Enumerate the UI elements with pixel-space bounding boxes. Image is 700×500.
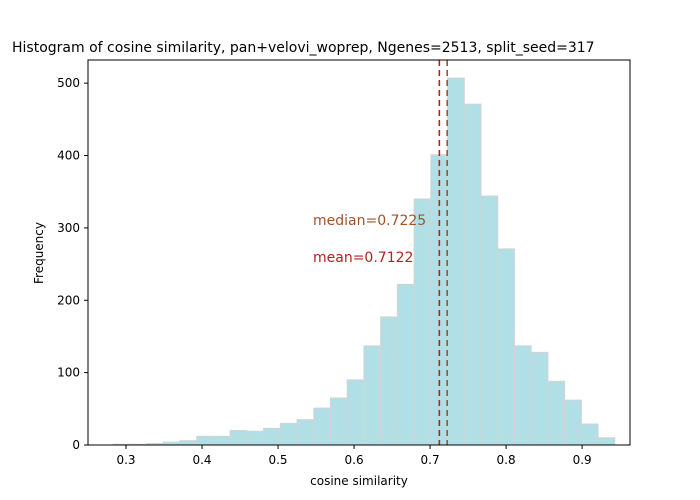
x-tick-label: 0.8 — [497, 453, 516, 467]
y-axis-label: Frequency — [32, 222, 46, 284]
x-axis: 0.3 0.4 0.5 0.6 0.7 0.8 0.9 — [116, 445, 592, 467]
histogram-bar — [413, 198, 432, 446]
x-tick-label: 0.3 — [116, 453, 135, 467]
histogram-bar — [363, 345, 382, 446]
histogram-bar — [196, 435, 214, 446]
y-tick-label: 200 — [57, 293, 80, 307]
histogram-bar — [346, 379, 365, 446]
x-tick-label: 0.6 — [345, 453, 364, 467]
histogram-bar — [513, 345, 532, 446]
histogram-bars — [112, 77, 616, 446]
histogram-bar — [279, 422, 298, 446]
histogram-bar — [179, 440, 198, 446]
chart-title: Histogram of cosine similarity, pan+velo… — [12, 40, 595, 56]
histogram-bar — [313, 407, 331, 446]
x-tick-label: 0.7 — [421, 453, 440, 467]
histogram-bar — [212, 435, 231, 446]
histogram-bar — [296, 419, 315, 446]
histogram-bar — [530, 351, 549, 446]
x-tick-label: 0.9 — [573, 453, 592, 467]
x-tick-label: 0.5 — [268, 453, 287, 467]
histogram-bar — [463, 103, 482, 446]
y-tick-label: 500 — [57, 76, 80, 90]
y-tick-label: 0 — [72, 438, 80, 452]
histogram-bar — [564, 399, 582, 446]
histogram-bar — [597, 437, 616, 446]
y-tick-label: 300 — [57, 221, 80, 235]
histogram-bar — [497, 248, 515, 446]
histogram-bar — [263, 427, 281, 446]
plot-frame — [87, 59, 631, 446]
y-axis: 0 100 200 300 400 500 — [57, 76, 88, 452]
x-axis-label: cosine similarity — [310, 474, 408, 488]
histogram-bar — [396, 283, 415, 446]
x-tick-label: 0.4 — [192, 453, 211, 467]
histogram-bar — [547, 380, 566, 446]
histogram-bar — [447, 77, 465, 446]
histogram-bar — [329, 397, 348, 446]
histogram-bar — [580, 423, 599, 446]
y-tick-label: 400 — [57, 149, 80, 163]
histogram-bar — [229, 430, 248, 446]
histogram-bar — [480, 195, 499, 446]
reference-lines — [438, 60, 448, 445]
histogram-bar — [380, 316, 398, 446]
mean-annotation: mean=0.7122 — [313, 250, 413, 266]
median-annotation: median=0.7225 — [313, 213, 426, 229]
histogram-bar — [246, 430, 265, 446]
y-tick-label: 100 — [57, 366, 80, 380]
